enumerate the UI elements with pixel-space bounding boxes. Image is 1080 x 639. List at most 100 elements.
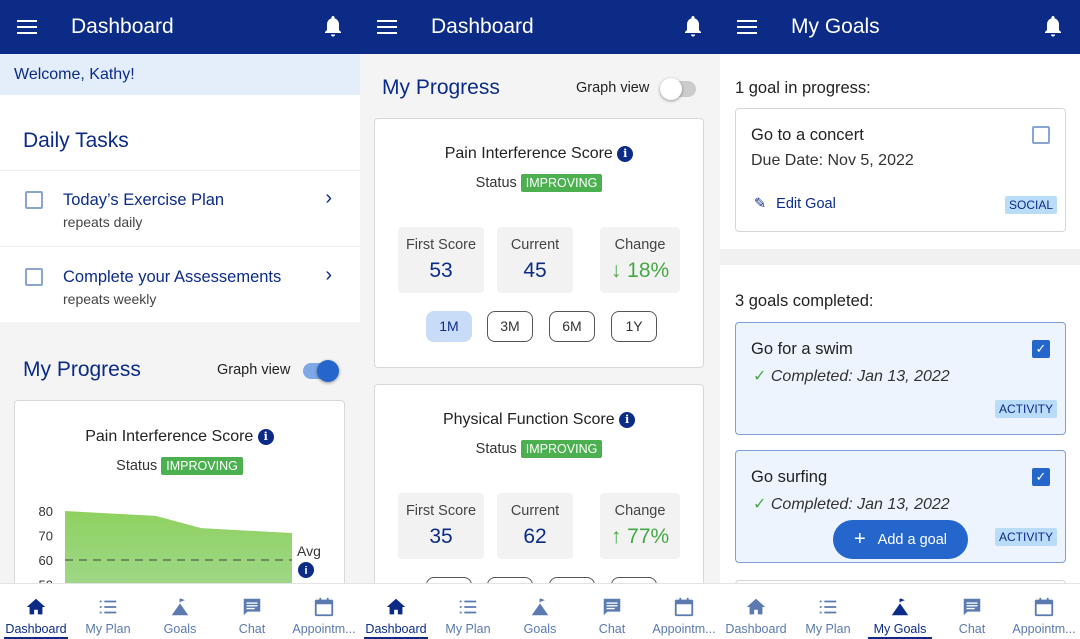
list-icon [459, 600, 477, 614]
completed-goal-card[interactable]: Go for a swim ✓ ✓ Completed: Jan 13, 202… [735, 322, 1066, 435]
goal-card[interactable]: Go to a concert Due Date: Nov 5, 2022 ✎ E… [735, 108, 1066, 232]
chevron-right-icon: › [325, 264, 332, 286]
nav-item-list[interactable]: My Plan [72, 584, 144, 639]
menu-icon[interactable] [377, 20, 397, 34]
nav-item-list[interactable]: My Plan [432, 584, 504, 639]
nav-item-home[interactable]: Dashboard [720, 584, 792, 639]
nav-item-goal[interactable]: Goals [144, 584, 216, 639]
current-score: Current 62 [497, 493, 573, 559]
avg-label: Avg [297, 543, 321, 559]
check-icon: ✓ [753, 368, 767, 385]
bell-icon[interactable] [684, 15, 702, 37]
bell-icon[interactable] [324, 15, 342, 37]
goal-checkbox[interactable] [1032, 126, 1050, 144]
range-button[interactable]: 3M [487, 311, 533, 342]
status-badge: IMPROVING [520, 174, 603, 192]
goals-icon [891, 598, 909, 616]
dashboard-summary-panel: Dashboard My Progress Graph view Pain In… [360, 0, 720, 639]
score-card: Pain Interference Score i Status IMPROVI… [374, 118, 704, 368]
nav-item-chat[interactable]: Chat [216, 584, 288, 639]
bell-icon[interactable] [1044, 15, 1062, 37]
task-repeat: repeats weekly [63, 291, 157, 307]
graph-view-toggle[interactable] [660, 78, 696, 100]
chat-icon [603, 598, 621, 616]
card-title: Physical Function Score [442, 411, 615, 428]
nav-label: My Plan [445, 622, 491, 636]
completed-label: Completed: [770, 368, 853, 385]
nav-label: Chat [238, 622, 266, 636]
info-icon[interactable]: i [617, 146, 634, 162]
calendar-icon [1034, 597, 1054, 617]
goals-icon [531, 598, 549, 616]
graph-view-label: Graph view [576, 80, 650, 96]
app-header: Dashboard [0, 0, 360, 54]
nav-label: Dashboard [5, 622, 67, 636]
home-icon [746, 598, 766, 615]
calendar-icon [314, 597, 334, 617]
bottom-nav: Dashboard My Plan Goals Chat Appointm... [360, 583, 720, 639]
completed-goal-card[interactable]: Go surfing ✓ ✓ Completed: Jan 13, 2022 A… [735, 450, 1066, 563]
info-icon[interactable]: i [257, 429, 274, 445]
status-label: Status [475, 441, 517, 457]
nav-item-goal[interactable]: Goals [504, 584, 576, 639]
nav-item-cal[interactable]: Appointm... [648, 584, 720, 639]
nav-item-cal[interactable]: Appointm... [288, 584, 360, 639]
y-tick-label: 70 [39, 529, 53, 544]
nav-item-chat[interactable]: Chat [576, 584, 648, 639]
app-header: My Goals [720, 0, 1080, 54]
goal-title: Go surfing [751, 468, 828, 486]
y-tick-label: 60 [39, 553, 53, 568]
plus-icon: + [853, 528, 866, 550]
task-checkbox[interactable] [25, 268, 43, 286]
range-button[interactable]: 6M [549, 311, 595, 342]
goal-category-tag: ACTIVITY [994, 528, 1057, 546]
range-button[interactable]: 1M [426, 311, 472, 342]
range-button[interactable]: 1Y [611, 311, 657, 342]
nav-label: My Plan [805, 622, 851, 636]
page-title: Dashboard [431, 15, 534, 38]
nav-label: My Plan [85, 622, 131, 636]
goal-checkbox-checked[interactable]: ✓ [1032, 468, 1050, 486]
nav-item-goal[interactable]: My Goals [864, 584, 936, 639]
home-icon [26, 598, 46, 615]
chat-icon [243, 598, 261, 616]
info-icon[interactable]: i [619, 412, 636, 428]
add-goal-label: Add a goal [877, 531, 948, 548]
task-item[interactable]: Complete your Assessements repeats weekl… [0, 248, 360, 323]
status-label: Status [116, 458, 158, 474]
nav-label: Goals [523, 622, 557, 636]
page-title: Dashboard [71, 15, 174, 38]
daily-tasks-title: Daily Tasks [23, 129, 129, 152]
current-score: Current 45 [497, 227, 573, 293]
task-label: Today’s Exercise Plan [63, 191, 225, 209]
graph-view-toggle[interactable] [303, 360, 339, 382]
nav-label: Chat [958, 622, 986, 636]
nav-item-cal[interactable]: Appointm... [1008, 584, 1080, 639]
task-repeat: repeats daily [63, 214, 143, 230]
nav-item-list[interactable]: My Plan [792, 584, 864, 639]
nav-item-home[interactable]: Dashboard [360, 584, 432, 639]
list-icon [99, 600, 117, 614]
card-title: Pain Interference Score [444, 145, 613, 162]
nav-item-chat[interactable]: Chat [936, 584, 1008, 639]
goal-checkbox-checked[interactable]: ✓ [1032, 340, 1050, 358]
avg-info-icon[interactable] [298, 562, 314, 578]
task-item[interactable]: Today’s Exercise Plan repeats daily › [0, 171, 360, 247]
status-badge: IMPROVING [161, 457, 243, 475]
task-checkbox[interactable] [25, 191, 43, 209]
completed-date: Jan 13, 2022 [857, 368, 950, 385]
menu-icon[interactable] [17, 20, 37, 34]
edit-goal-label: Edit Goal [776, 196, 836, 212]
bottom-nav: Dashboard My Plan Goals Chat Appointm... [0, 583, 360, 639]
home-icon [386, 598, 406, 615]
completed-date: Jan 13, 2022 [857, 496, 950, 513]
pain-score-chart-card: Pain Interference Score i Status IMPROVI… [14, 400, 345, 621]
add-goal-button[interactable]: + Add a goal [833, 520, 968, 559]
menu-icon[interactable] [737, 20, 757, 34]
edit-goal-button[interactable]: ✎ Edit Goal [754, 196, 836, 212]
nav-item-home[interactable]: Dashboard [0, 584, 72, 639]
check-icon: ✓ [753, 496, 767, 513]
nav-label: Appointm... [652, 622, 716, 636]
status-label: Status [475, 175, 517, 191]
calendar-icon [674, 597, 694, 617]
